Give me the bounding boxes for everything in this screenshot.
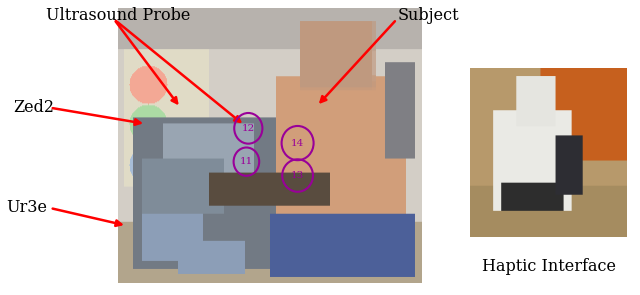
Text: Haptic Interface: Haptic Interface	[482, 258, 616, 275]
Text: 12: 12	[242, 124, 255, 133]
Text: 11: 11	[240, 157, 253, 166]
Text: 13: 13	[291, 171, 304, 180]
Text: 14: 14	[291, 139, 304, 148]
Text: Ur3e: Ur3e	[6, 199, 47, 217]
Text: Subject: Subject	[398, 7, 460, 24]
Text: Ultrasound Probe: Ultrasound Probe	[46, 7, 191, 24]
Text: Zed2: Zed2	[13, 99, 54, 116]
